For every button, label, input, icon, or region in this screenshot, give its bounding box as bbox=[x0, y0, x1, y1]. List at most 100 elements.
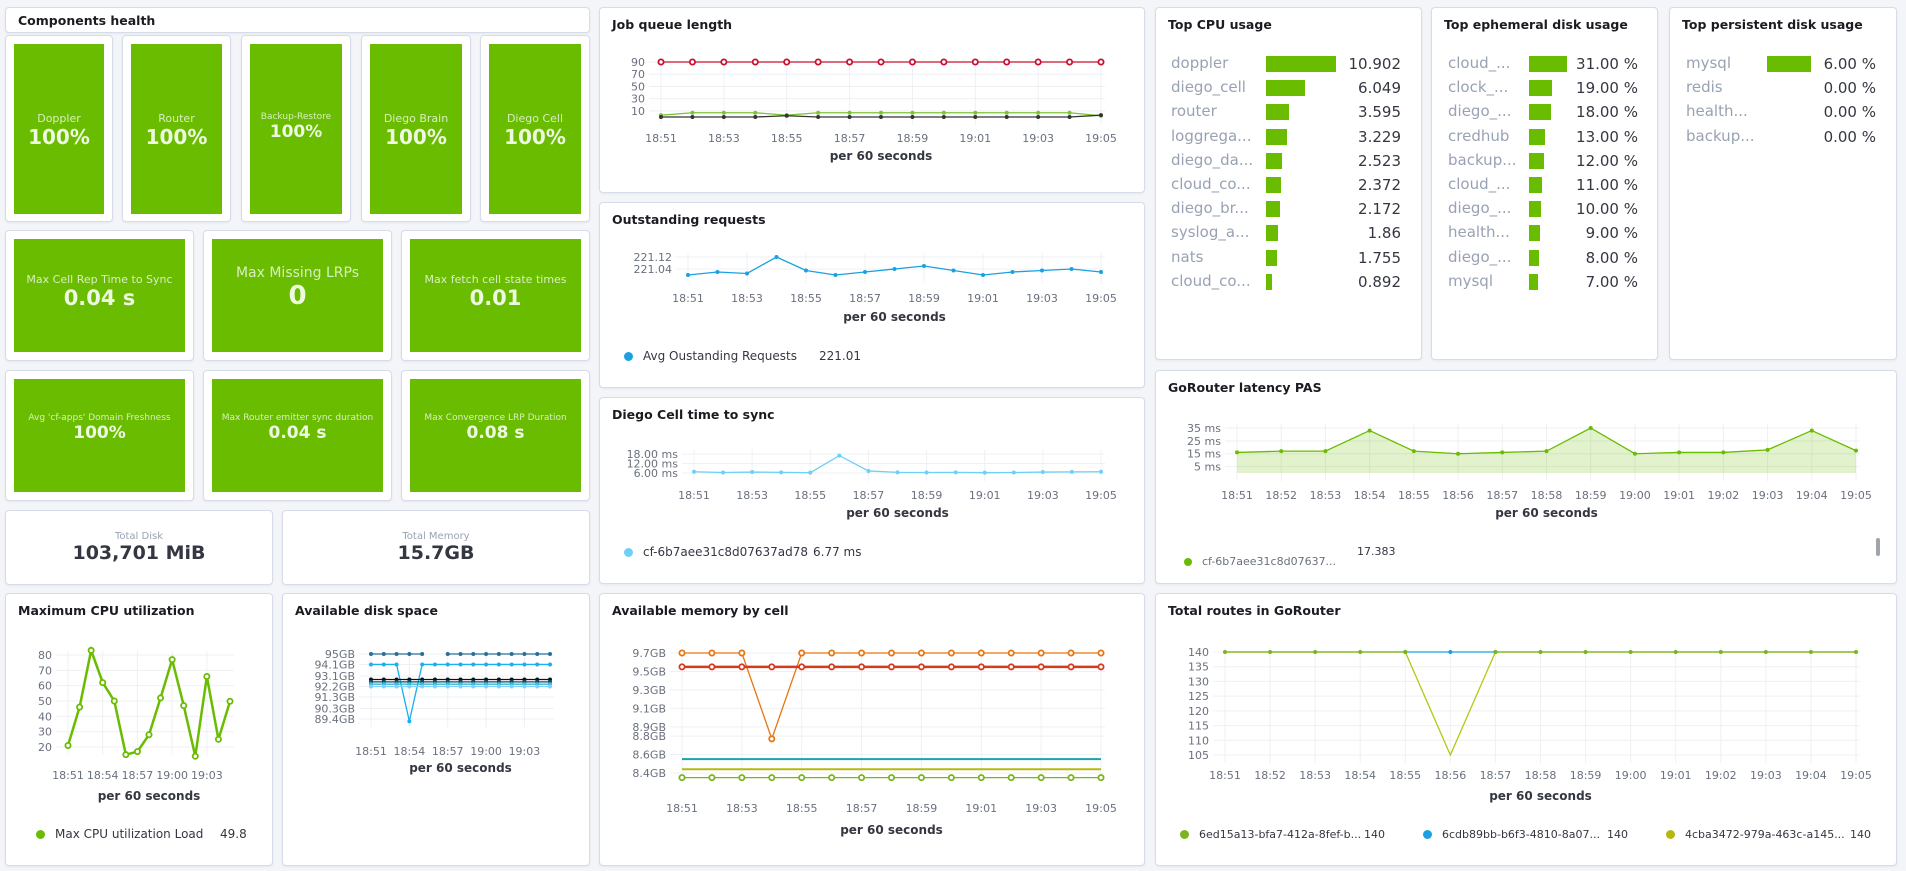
list-item[interactable]: cloud_... 31.00 % bbox=[1432, 52, 1657, 76]
list-item[interactable]: health... 9.00 % bbox=[1432, 221, 1657, 245]
list-item[interactable]: syslog_a... 1.86 bbox=[1156, 221, 1421, 245]
data-point bbox=[953, 470, 958, 475]
y-tick-label: 70 bbox=[631, 68, 645, 81]
y-tick-label: 50 bbox=[631, 80, 645, 93]
data-point bbox=[522, 662, 527, 667]
tile-router-emitter-sync[interactable]: Max Router emitter sync duration 0.04 s bbox=[203, 370, 392, 501]
item-name: mysql bbox=[1686, 54, 1731, 72]
tile-max-missing-lrps[interactable]: Max Missing LRPs 0 bbox=[203, 230, 392, 361]
data-point bbox=[951, 268, 956, 273]
item-value: 3.229 bbox=[1358, 127, 1401, 146]
list-item[interactable]: diego_da... 2.523 bbox=[1156, 149, 1421, 173]
top-persistent-panel: Top persistent disk usage mysql 6.00 % red… bbox=[1669, 7, 1897, 360]
tile-convergence-lrp[interactable]: Max Convergence LRP Duration 0.08 s bbox=[401, 370, 590, 501]
data-point bbox=[866, 468, 871, 473]
list-item[interactable]: redis 0.00 % bbox=[1670, 76, 1896, 100]
x-tick-label: 18:59 bbox=[897, 132, 929, 145]
data-point bbox=[1765, 447, 1770, 452]
data-point bbox=[394, 662, 399, 667]
data-point bbox=[833, 273, 838, 277]
list-item[interactable]: health... 0.00 % bbox=[1670, 100, 1896, 124]
list-item[interactable]: clock_... 19.00 % bbox=[1432, 76, 1657, 100]
list-item[interactable]: diego_br... 2.172 bbox=[1156, 197, 1421, 221]
item-value: 0.00 % bbox=[1823, 127, 1876, 146]
list-item[interactable]: cloud_co... 2.372 bbox=[1156, 173, 1421, 197]
total-disk-metric: Total Disk 103,701 MiB bbox=[5, 510, 273, 585]
status-tile: Diego Brain 100% bbox=[370, 44, 462, 214]
item-bar bbox=[1266, 104, 1290, 121]
tile-diego-brain[interactable]: Diego Brain 100% bbox=[361, 35, 471, 222]
legend-item[interactable]: 4cba3472-979a-463c-a145... 140 bbox=[1666, 828, 1871, 841]
list-item[interactable]: diego_cell 6.049 bbox=[1156, 76, 1421, 100]
y-tick-label: 95GB bbox=[325, 648, 355, 661]
legend-item[interactable]: Avg Oustanding Requests 221.01 bbox=[624, 349, 861, 363]
list-item[interactable]: loggrega... 3.229 bbox=[1156, 125, 1421, 149]
legend-item[interactable]: 6cdb89bb-b6f3-4810-8a07... 140 bbox=[1423, 828, 1628, 841]
item-bar bbox=[1529, 201, 1542, 218]
x-tick-label: 18:57 bbox=[432, 745, 464, 758]
data-point bbox=[753, 115, 758, 119]
x-axis-title: per 60 seconds bbox=[843, 310, 946, 324]
data-point bbox=[1632, 451, 1637, 456]
data-point bbox=[1403, 650, 1408, 654]
panel-title: Diego Cell time to sync bbox=[612, 407, 775, 422]
data-point bbox=[688, 58, 696, 66]
data-point bbox=[1097, 58, 1105, 66]
tile-max-cell-rep-time[interactable]: Max Cell Rep Time to Sync 0.04 s bbox=[5, 230, 194, 361]
item-name: diego_br... bbox=[1171, 199, 1249, 218]
list-item[interactable]: mysql 6.00 % bbox=[1670, 52, 1896, 76]
legend-value: 140 bbox=[1850, 828, 1871, 841]
tile-value: 100% bbox=[145, 125, 208, 149]
y-tick-label: 40 bbox=[38, 710, 52, 723]
y-tick-label: 10 bbox=[631, 105, 645, 118]
metric-value: 15.7GB bbox=[397, 542, 475, 564]
tile-router[interactable]: Router 100% bbox=[122, 35, 231, 222]
tile-backup-restore[interactable]: Backup-Restore 100% bbox=[241, 35, 351, 222]
legend-item[interactable]: cf-6b7aee31c8d07637... bbox=[1184, 555, 1336, 568]
legend-item[interactable]: cf-6b7aee31c8d07637ad78 6.77 ms bbox=[624, 545, 861, 559]
data-point bbox=[1456, 451, 1461, 456]
item-name: health... bbox=[1448, 223, 1510, 242]
data-point bbox=[828, 649, 836, 657]
list-item[interactable]: mysql 7.00 % bbox=[1432, 270, 1657, 294]
list-item[interactable]: doppler 10.902 bbox=[1156, 52, 1421, 76]
legend-scrollbar[interactable] bbox=[1876, 538, 1880, 556]
list-item[interactable]: cloud_... 11.00 % bbox=[1432, 173, 1657, 197]
list-item[interactable]: nats 1.755 bbox=[1156, 246, 1421, 270]
data-point bbox=[779, 470, 784, 475]
data-point bbox=[445, 652, 450, 656]
tile-domain-freshness[interactable]: Avg 'cf-apps' Domain Freshness 100% bbox=[5, 370, 194, 501]
data-point bbox=[1223, 650, 1227, 654]
list-item[interactable]: router 3.595 bbox=[1156, 100, 1421, 124]
legend-item[interactable]: Max CPU utilization Load 49.8 bbox=[36, 827, 247, 841]
tile-value: 0.08 s bbox=[466, 423, 525, 443]
data-point bbox=[941, 115, 946, 119]
list-item[interactable]: diego_... 10.00 % bbox=[1432, 197, 1657, 221]
item-bar bbox=[1529, 273, 1538, 290]
data-point bbox=[977, 663, 985, 671]
tile-diego-cell[interactable]: Diego Cell 100% bbox=[480, 35, 590, 222]
data-point bbox=[1037, 649, 1045, 657]
x-tick-label: 18:51 bbox=[1209, 769, 1241, 782]
x-tick-label: 19:03 bbox=[1750, 769, 1782, 782]
data-point bbox=[1809, 428, 1814, 433]
tile-max-fetch-cell-state[interactable]: Max fetch cell state times 0.01 bbox=[401, 230, 590, 361]
list-item[interactable]: diego_... 18.00 % bbox=[1432, 100, 1657, 124]
x-tick-label: 19:00 bbox=[1619, 489, 1651, 502]
available-disk-panel: Available disk space 89.4GB 90.3GB 91.3GB 9… bbox=[282, 593, 590, 866]
list-item[interactable]: credhub 13.00 % bbox=[1432, 125, 1657, 149]
data-point bbox=[879, 115, 883, 119]
data-point bbox=[1004, 110, 1009, 115]
list-item[interactable]: cloud_co... 0.892 bbox=[1156, 270, 1421, 294]
legend-value: 49.8 bbox=[220, 827, 247, 841]
list-item[interactable]: backup... 0.00 % bbox=[1670, 125, 1896, 149]
data-point bbox=[1099, 270, 1103, 274]
list-item[interactable]: diego_... 8.00 % bbox=[1432, 246, 1657, 270]
list-item[interactable]: backup... 12.00 % bbox=[1432, 149, 1657, 173]
x-axis-title: per 60 seconds bbox=[830, 149, 933, 163]
data-point bbox=[1097, 774, 1105, 782]
tile-doppler[interactable]: Doppler 100% bbox=[5, 35, 113, 222]
legend-item[interactable]: 6ed15a13-bfa7-412a-8fef-b... 140 bbox=[1180, 828, 1385, 841]
